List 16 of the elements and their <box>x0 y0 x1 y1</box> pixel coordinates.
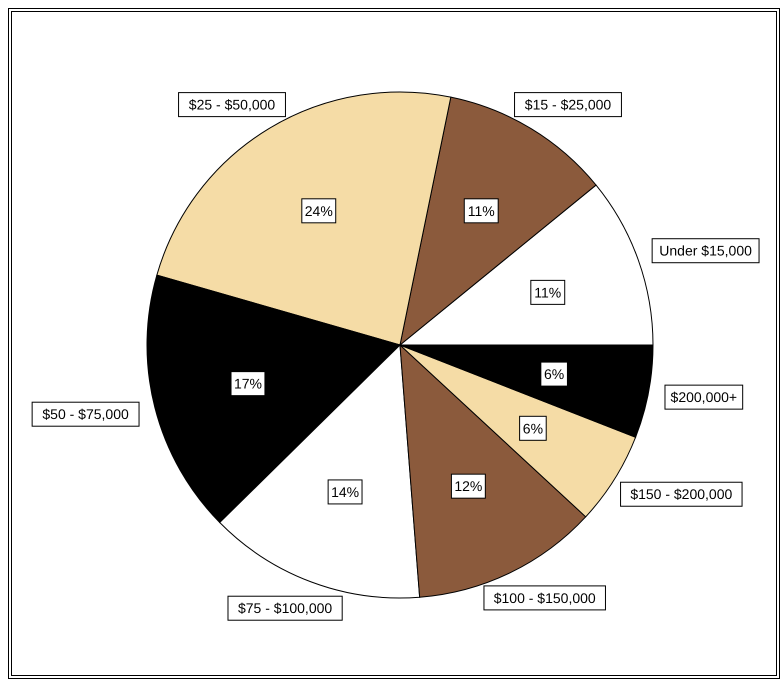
slice-label: $15 - $25,000 <box>524 96 612 113</box>
data-label: 24% <box>304 202 333 219</box>
slice-label: Under $15,000 <box>659 242 752 259</box>
data-label: 11% <box>468 202 495 219</box>
data-label: 11% <box>534 284 562 300</box>
data-label: 12% <box>454 478 482 494</box>
data-label: 17% <box>234 376 262 392</box>
data-label: 6% <box>522 420 544 436</box>
slice-label: $200,000+ <box>670 389 738 406</box>
data-label: 14% <box>331 484 360 500</box>
data-label: 6% <box>544 366 564 382</box>
slice-label: $100 - $150,000 <box>494 590 596 606</box>
slice-label: $150 - $200,000 <box>630 486 733 502</box>
slice-label: $75 - $100,000 <box>238 600 332 616</box>
slice-label: $50 - $75,000 <box>42 406 130 422</box>
slice-label: $25 - $50,000 <box>188 96 276 113</box>
